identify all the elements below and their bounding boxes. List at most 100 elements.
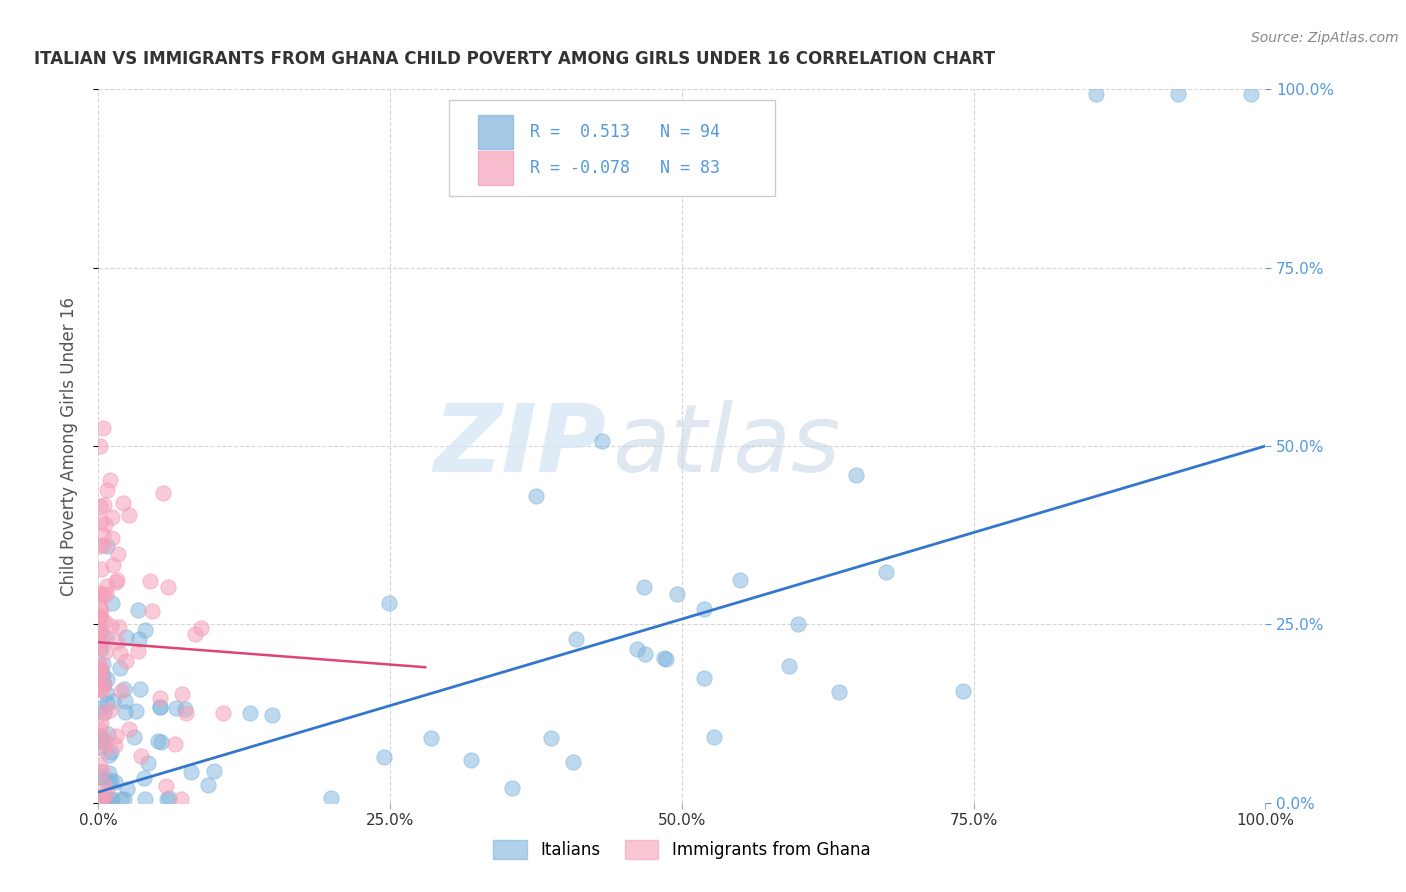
Point <box>118 722 141 736</box>
FancyBboxPatch shape <box>478 115 513 149</box>
Point <box>91 527 114 541</box>
Point <box>96 785 118 799</box>
Point <box>112 682 135 697</box>
Point <box>104 775 127 789</box>
Point <box>89 729 111 743</box>
Point <box>96 673 118 687</box>
Text: atlas: atlas <box>612 401 841 491</box>
Point <box>115 781 138 796</box>
Y-axis label: Child Poverty Among Girls Under 16: Child Poverty Among Girls Under 16 <box>59 296 77 596</box>
Point <box>94 645 117 659</box>
Point <box>93 705 115 719</box>
Point <box>89 499 111 513</box>
Point <box>100 596 122 610</box>
Point <box>97 775 120 789</box>
Point <box>148 734 170 748</box>
Point <box>89 664 111 678</box>
Point <box>845 468 868 483</box>
Point <box>89 739 111 754</box>
Point <box>633 580 655 594</box>
Point <box>149 691 172 706</box>
Point <box>108 620 131 634</box>
Point <box>98 703 121 717</box>
Point <box>564 632 586 646</box>
Point <box>260 708 283 723</box>
Point <box>117 508 139 522</box>
Point <box>786 616 808 631</box>
Text: ITALIAN VS IMMIGRANTS FROM GHANA CHILD POVERTY AMONG GIRLS UNDER 16 CORRELATION : ITALIAN VS IMMIGRANTS FROM GHANA CHILD P… <box>34 50 995 68</box>
Point <box>156 580 179 594</box>
Point <box>562 755 585 769</box>
Point <box>101 792 124 806</box>
Point <box>94 517 117 532</box>
Point <box>91 792 114 806</box>
Point <box>165 701 187 715</box>
Point <box>176 706 198 721</box>
Point <box>100 531 122 545</box>
Point <box>90 715 112 730</box>
Point <box>128 632 150 647</box>
Text: R =  0.513   N = 94: R = 0.513 N = 94 <box>530 123 720 141</box>
Point <box>111 496 134 510</box>
Point <box>163 737 186 751</box>
Point <box>93 778 115 792</box>
Point <box>107 547 129 561</box>
Point <box>703 730 725 744</box>
Point <box>89 586 111 600</box>
Point <box>212 706 235 720</box>
Point <box>110 792 132 806</box>
Point <box>91 657 114 672</box>
Point <box>105 575 128 590</box>
Point <box>652 651 675 665</box>
Point <box>89 729 111 743</box>
Point <box>101 558 124 572</box>
Point <box>197 778 219 792</box>
Point <box>728 573 751 587</box>
Text: ZIP: ZIP <box>433 400 606 492</box>
Point <box>91 629 114 643</box>
Point <box>105 729 128 743</box>
Legend: Italians, Immigrants from Ghana: Italians, Immigrants from Ghana <box>486 833 877 866</box>
Point <box>173 702 195 716</box>
Point <box>90 515 112 529</box>
Point <box>134 792 156 806</box>
Point <box>591 434 613 448</box>
Point <box>149 735 172 749</box>
Point <box>89 665 111 679</box>
Point <box>152 486 174 500</box>
Point <box>93 706 115 721</box>
Point <box>89 600 111 615</box>
Point <box>139 574 162 589</box>
Point <box>98 474 121 488</box>
Point <box>115 630 138 644</box>
Point <box>110 684 132 698</box>
Point <box>89 771 111 785</box>
Point <box>91 675 114 690</box>
Point <box>180 765 202 780</box>
Point <box>89 792 111 806</box>
Point <box>149 700 172 714</box>
Point <box>98 748 121 763</box>
Point <box>89 657 111 672</box>
Point <box>666 587 689 601</box>
Point <box>419 731 441 745</box>
Point <box>89 792 111 806</box>
Point <box>89 626 111 640</box>
Point <box>129 681 152 696</box>
Point <box>875 565 897 579</box>
Point <box>141 605 163 619</box>
Point <box>89 661 111 675</box>
Point <box>96 696 118 710</box>
Point <box>184 627 207 641</box>
Point <box>94 736 117 750</box>
Point <box>90 641 112 656</box>
Point <box>114 705 136 719</box>
Point <box>319 791 342 805</box>
Point <box>93 498 115 512</box>
Point <box>1085 87 1108 102</box>
Point <box>90 792 112 806</box>
Point <box>134 623 156 637</box>
Point <box>89 665 111 680</box>
Point <box>97 766 120 780</box>
Point <box>122 730 145 744</box>
